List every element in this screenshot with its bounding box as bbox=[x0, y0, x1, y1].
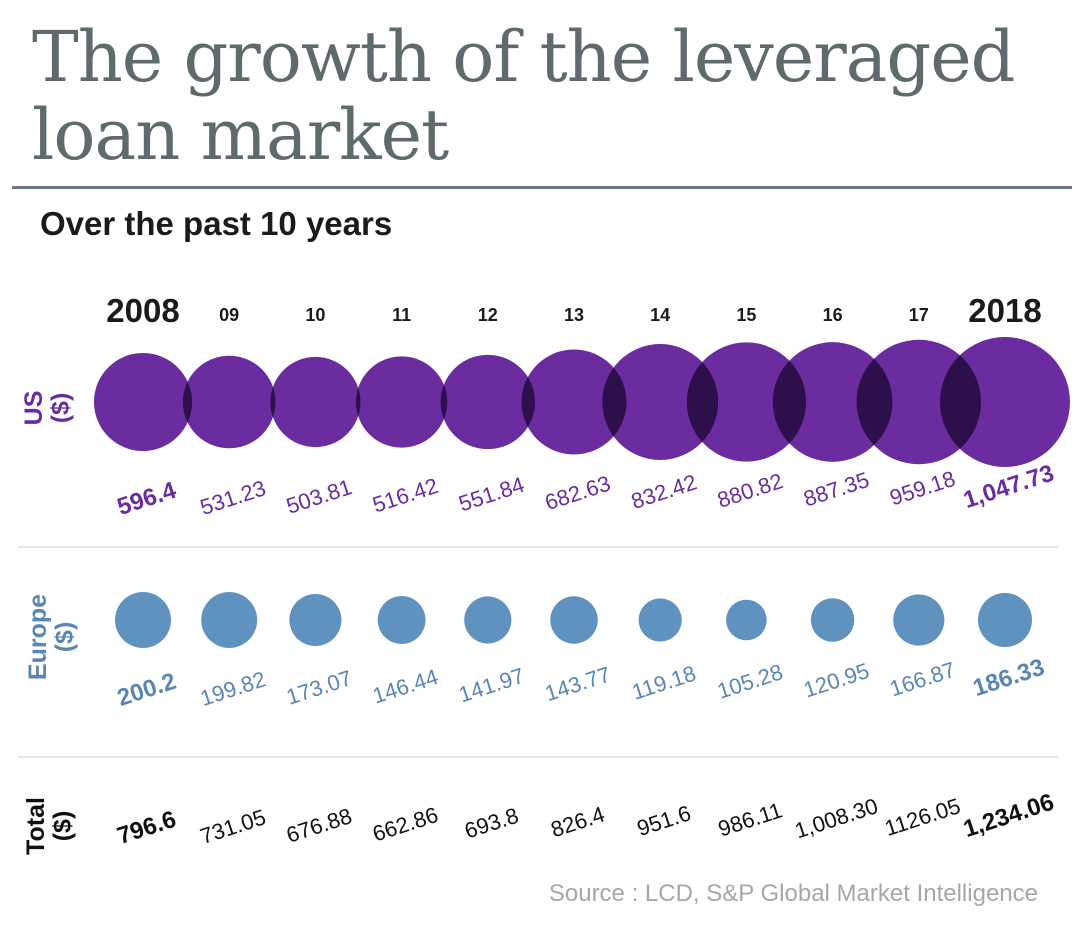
year-label-10: 10 bbox=[305, 305, 325, 325]
us-value-16: 887.35 bbox=[800, 467, 872, 512]
chart-subtitle: Over the past 10 years bbox=[40, 205, 393, 242]
total-value-09: 731.05 bbox=[197, 804, 269, 849]
us-bubble-15 bbox=[686, 342, 806, 462]
europe-bubble-13 bbox=[550, 596, 598, 644]
total-value-2018: 1,234.06 bbox=[960, 789, 1057, 844]
europe-bubble-11 bbox=[377, 596, 426, 644]
row-label-total-line-1: Total bbox=[22, 797, 50, 855]
us-bubble-10 bbox=[270, 356, 361, 448]
year-label-16: 16 bbox=[823, 305, 843, 325]
total-value-10: 676.88 bbox=[283, 803, 355, 848]
year-label-15: 15 bbox=[736, 305, 756, 325]
row-label-us: US($) bbox=[20, 391, 74, 426]
europe-value-13: 143.77 bbox=[542, 662, 614, 707]
us-value-12: 551.84 bbox=[456, 472, 528, 517]
europe-value-2018: 186.33 bbox=[970, 654, 1048, 702]
europe-value-16: 120.95 bbox=[800, 658, 872, 703]
row-label-total: Total($) bbox=[22, 797, 76, 855]
europe-value-2008: 200.2 bbox=[114, 668, 179, 712]
total-value-13: 826.4 bbox=[548, 801, 608, 842]
us-bubble-12 bbox=[440, 354, 535, 450]
us-value-11: 516.42 bbox=[369, 473, 441, 518]
europe-value-09: 199.82 bbox=[197, 666, 269, 711]
europe-bubble-2018 bbox=[977, 592, 1033, 648]
year-label-2018: 2018 bbox=[968, 292, 1041, 329]
europe-value-15: 105.28 bbox=[714, 659, 786, 704]
europe-bubble-16 bbox=[810, 598, 855, 642]
total-value-14: 951.6 bbox=[634, 800, 694, 841]
year-label-14: 14 bbox=[650, 305, 670, 325]
europe-bubble-2008 bbox=[115, 592, 171, 648]
chart-title: The growth of the leveraged loan market bbox=[32, 18, 1052, 174]
us-bubble-16 bbox=[772, 342, 893, 462]
source-note: Source : LCD, S&P Global Market Intellig… bbox=[548, 880, 1038, 907]
us-value-15: 880.82 bbox=[714, 468, 786, 513]
title-rule bbox=[12, 186, 1072, 189]
us-value-2008: 596.4 bbox=[114, 477, 180, 521]
us-bubble-09 bbox=[182, 355, 276, 449]
us-bubble-2018 bbox=[940, 337, 1070, 467]
us-bubble-13 bbox=[521, 349, 627, 455]
total-value-16: 1,008.30 bbox=[792, 793, 881, 843]
year-label-09: 09 bbox=[219, 305, 239, 325]
row-label-total-line-2: ($) bbox=[48, 811, 76, 842]
row-label-europe-line-1: Europe bbox=[24, 594, 52, 680]
europe-bubble-14 bbox=[638, 598, 682, 642]
us-bubble-2008 bbox=[93, 352, 193, 452]
total-value-2008: 796.6 bbox=[114, 806, 179, 850]
row-label-europe-line-2: ($) bbox=[50, 622, 78, 653]
europe-value-10: 173.07 bbox=[283, 665, 355, 710]
europe-value-17: 166.87 bbox=[887, 657, 959, 702]
us-value-10: 503.81 bbox=[283, 474, 355, 519]
total-value-11: 662.86 bbox=[369, 802, 441, 847]
total-value-12: 693.8 bbox=[461, 803, 521, 844]
europe-bubble-12 bbox=[464, 596, 512, 644]
europe-bubble-09 bbox=[201, 592, 258, 648]
row-divider-us-europe bbox=[18, 546, 1058, 548]
year-label-12: 12 bbox=[478, 305, 498, 325]
row-label-us-line-2: ($) bbox=[46, 393, 74, 424]
europe-value-14: 119.18 bbox=[629, 661, 699, 705]
us-value-2018: 1,047.73 bbox=[960, 460, 1057, 515]
total-value-17: 1126.05 bbox=[882, 793, 964, 841]
year-label-17: 17 bbox=[909, 305, 929, 325]
europe-value-11: 146.44 bbox=[369, 664, 441, 709]
us-bubble-11 bbox=[355, 356, 448, 448]
us-value-09: 531.23 bbox=[197, 475, 269, 520]
row-label-us-line-1: US bbox=[20, 391, 48, 426]
us-value-14: 832.42 bbox=[628, 469, 700, 514]
year-label-2008: 2008 bbox=[106, 292, 179, 329]
europe-bubble-10 bbox=[289, 593, 342, 647]
year-label-11: 11 bbox=[392, 305, 411, 325]
us-bubble-14 bbox=[602, 344, 719, 460]
europe-value-12: 141.97 bbox=[456, 663, 528, 708]
row-divider-europe-total bbox=[18, 756, 1058, 758]
europe-bubble-15 bbox=[726, 599, 767, 641]
row-label-europe: Europe($) bbox=[24, 594, 78, 680]
title-line-1: The growth of the leveraged bbox=[32, 16, 1015, 98]
europe-bubble-17 bbox=[893, 594, 945, 646]
year-label-13: 13 bbox=[564, 305, 584, 325]
total-value-15: 986.11 bbox=[715, 797, 785, 841]
us-value-17: 959.18 bbox=[887, 466, 959, 511]
title-line-2: loan market bbox=[32, 94, 449, 176]
us-value-13: 682.63 bbox=[542, 471, 614, 516]
